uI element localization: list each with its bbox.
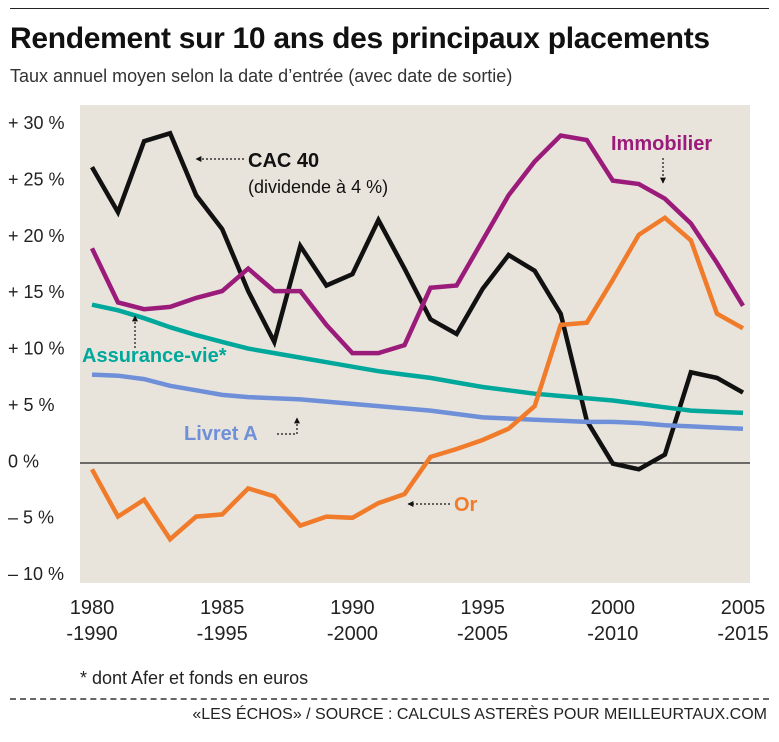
series-line-assurance-vie [91, 302, 744, 416]
livret-a-arrow [277, 417, 300, 435]
series-line-livret-a [91, 372, 744, 431]
chart-subtitle: Taux annuel moyen selon la date d’entrée… [10, 66, 513, 86]
x-tick-label: 2000 [591, 597, 636, 619]
series-label-assurance-vie: Assurance-vie* [82, 345, 227, 367]
x-tick-label: 1980 [70, 597, 115, 619]
y-tick-label: + 10 % [8, 339, 65, 359]
x-tick-label-end: -2000 [327, 623, 378, 645]
series-label-immobilier: Immobilier [611, 133, 712, 155]
y-tick-label: – 10 % [8, 564, 64, 584]
line-chart: + 30 % + 25 % + 20 % + 15 % + 10 % + 5 % 0 % – … [8, 105, 769, 645]
y-tick-label: + 25 % [8, 169, 65, 189]
series-label-livret-a: Livret A [184, 423, 258, 445]
plot-area [80, 105, 750, 583]
y-axis-ticks: + 30 % + 25 % + 20 % + 15 % + 10 % + 5 % 0 % – … [8, 113, 65, 584]
x-tick-label: 1990 [330, 597, 375, 619]
series-lines [89, 130, 745, 543]
x-tick-label: 1995 [460, 597, 505, 619]
y-tick-label: 0 % [8, 451, 39, 471]
series-line-immobilier [89, 133, 745, 356]
annotations: CAC 40 (dividende à 4 %) Immobilier Assu… [82, 133, 712, 516]
x-tick-label-end: -1995 [197, 623, 248, 645]
x-tick-label-end: -2005 [457, 623, 508, 645]
y-tick-label: + 5 % [8, 395, 55, 415]
y-tick-label: – 5 % [8, 508, 54, 528]
x-tick-label-end: -1990 [66, 623, 117, 645]
x-tick-label: 2005 [721, 597, 766, 619]
y-tick-label: + 30 % [8, 113, 65, 133]
y-tick-label: + 15 % [8, 282, 65, 302]
source-credit: «LES ÉCHOS» / SOURCE : CALCULS ASTERÈS P… [192, 706, 767, 723]
y-tick-label: + 20 % [8, 226, 65, 246]
x-axis-ticks: 1980 -1990 1985 -1995 1990 -2000 1995 -2005 2000… [66, 597, 768, 645]
footnote: * dont Afer et fonds en euros [80, 668, 309, 688]
x-tick-label-end: -2010 [587, 623, 638, 645]
series-sublabel-cac40: (dividende à 4 %) [248, 177, 388, 197]
series-line-cac-40 [90, 130, 745, 472]
series-label-or: Or [454, 494, 478, 516]
top-rule [10, 8, 769, 9]
x-tick-label: 1985 [200, 597, 245, 619]
series-label-cac40: CAC 40 [248, 150, 319, 172]
x-tick-label-end: -2015 [717, 623, 768, 645]
chart-title: Rendement sur 10 ans des principaux plac… [10, 22, 710, 55]
dashed-divider [10, 698, 769, 700]
series-line-or [90, 214, 745, 543]
